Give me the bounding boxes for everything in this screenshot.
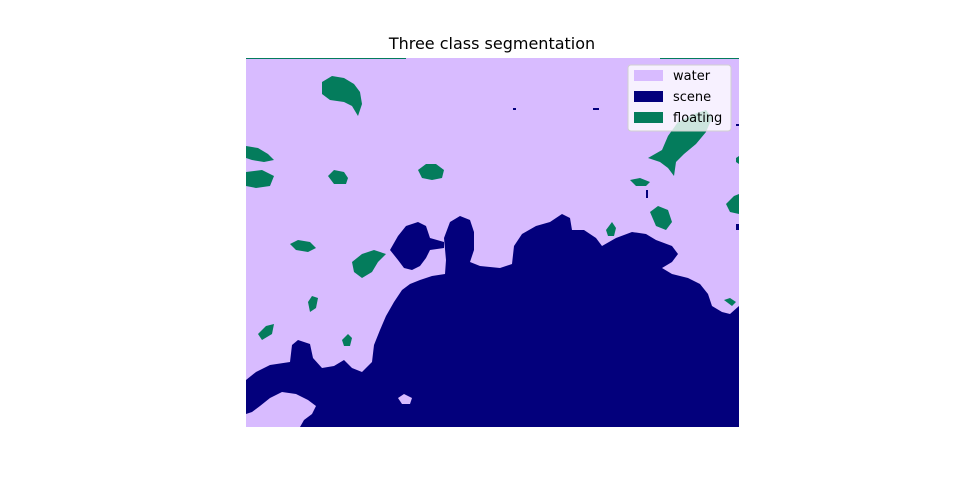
- floating-region: [322, 76, 362, 116]
- legend-swatch-scene: [634, 91, 663, 102]
- legend-swatch-water: [634, 70, 663, 81]
- floating-region: [246, 58, 406, 59]
- floating-region: [246, 146, 274, 162]
- floating-region: [418, 164, 444, 180]
- legend-label-floating: floating: [673, 111, 722, 126]
- water-region: [246, 392, 316, 427]
- floating-region: [606, 222, 616, 236]
- scene-region: [593, 108, 599, 110]
- water-region: [398, 394, 412, 404]
- floating-region: [724, 298, 736, 306]
- floating-region: [246, 170, 274, 188]
- floating-region: [736, 156, 739, 164]
- chart-title: Three class segmentation: [388, 34, 595, 53]
- floating-region: [630, 178, 650, 186]
- floating-region: [660, 58, 739, 59]
- floating-region: [650, 206, 672, 230]
- scene-region: [629, 278, 632, 282]
- scene-region: [513, 108, 516, 110]
- floating-region: [342, 334, 352, 346]
- legend-label-water: water: [673, 69, 711, 84]
- floating-region: [726, 194, 739, 214]
- legend-swatch-floating: [634, 112, 663, 123]
- floating-region: [258, 324, 274, 340]
- scene-region: [246, 214, 739, 427]
- floating-region: [328, 170, 348, 184]
- scene-region: [736, 224, 739, 230]
- floating-region: [290, 240, 316, 252]
- scene-region: [390, 222, 444, 270]
- floating-region: [308, 296, 318, 312]
- scene-region: [736, 124, 739, 126]
- legend: water scene floating: [627, 64, 732, 132]
- legend-label-scene: scene: [673, 90, 711, 105]
- floating-region: [352, 250, 386, 278]
- scene-region: [646, 190, 648, 198]
